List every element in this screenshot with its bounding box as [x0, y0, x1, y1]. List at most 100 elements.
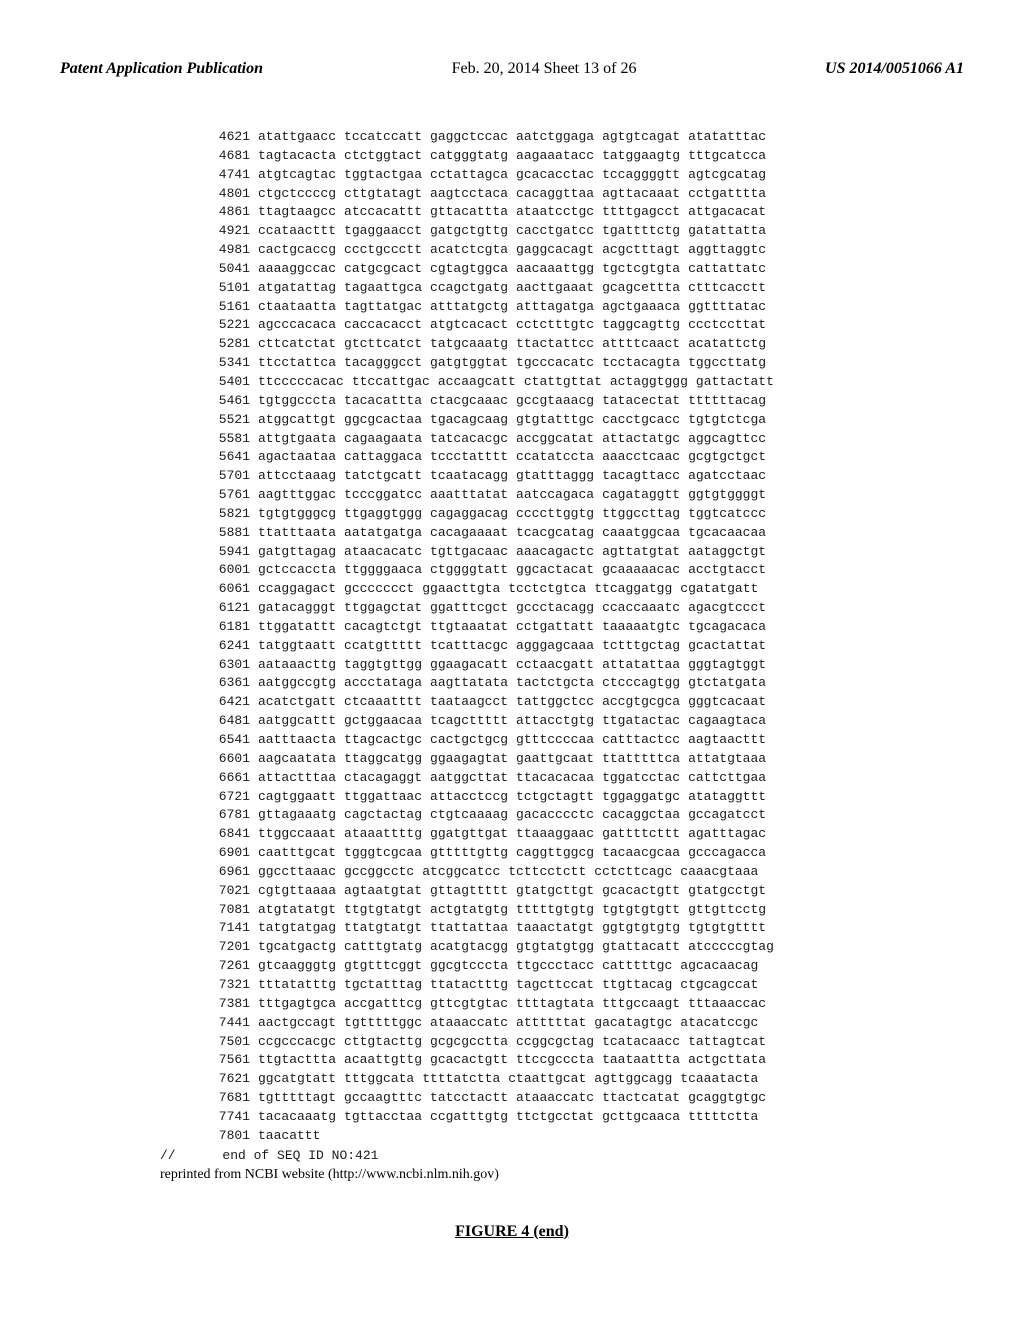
seq-position: 7081 [200, 901, 250, 920]
seq-position: 5161 [200, 298, 250, 317]
sequence-line: 6121gatacagggtttggagctatggatttcgctgcccta… [200, 599, 974, 618]
seq-position: 7501 [200, 1033, 250, 1052]
sequence-line: 5581attgtgaatacagaagaatatatcacacgcaccggc… [200, 430, 974, 449]
sequence-line: 5161ctaataattatagttatgacatttatgctgatttag… [200, 298, 974, 317]
seq-bases: tttgagtgcaaccgatttcggttcgtgtacttttagtata… [258, 995, 774, 1014]
sequence-line: 5761aagtttggactcccggatccaaatttatataatcca… [200, 486, 974, 505]
sequence-line: 7261 gtcaagggtggtgtttcggtggcgtccctattgccc… [200, 957, 974, 976]
seq-position: 6421 [200, 693, 250, 712]
sequence-line: 7141tatgtatgagttatgtatgtttattattaataaact… [200, 919, 974, 938]
sequence-line: 5641 agactaataacattaggacatccctattttccatat… [200, 448, 974, 467]
seq-bases: gtcaagggtggtgtttcggtggcgtccctattgccctacc… [258, 957, 766, 976]
seq-position: 7201 [200, 938, 250, 957]
sequence-line: 5041aaaaggccaccatgcgcactcgtagtggcaaacaaa… [200, 260, 974, 279]
figure-label: FIGURE 4 (end) [50, 1223, 974, 1241]
sequence-line: 7321tttatatttgtgctatttagttatactttgtagctt… [200, 976, 974, 995]
sequence-line: 7201tgcatgactgcatttgtatgacatgtacgggtgtat… [200, 938, 974, 957]
seq-position: 7741 [200, 1108, 250, 1127]
seq-position: 6541 [200, 731, 250, 750]
seq-bases: tgtgtgggcgttgaggtgggcagaggacagccccttggtg… [258, 505, 774, 524]
sequence-line: 7441aactgccagttgtttttggcataaaccatcattttt… [200, 1014, 974, 1033]
sequence-line: 7801 taacattt [200, 1127, 974, 1146]
seq-bases: gttagaaatgcagctactagctgtcaaaaggacacccctc… [258, 806, 774, 825]
seq-bases: agactaataacattaggacatccctattttccatatccta… [258, 448, 774, 467]
seq-bases: ggccttaaacgccggcctcatcggcatcctcttcctcttc… [258, 863, 766, 882]
sequence-line: 5701attcctaaagtatctgcatttcaatacagggtattt… [200, 467, 974, 486]
seq-position: 7141 [200, 919, 250, 938]
sequence-line: 6061ccaggagactgccccccctggaacttgtatcctctg… [200, 580, 974, 599]
sequence-line: 4741atgtcagtactggtactgaacctattagcagcacac… [200, 166, 974, 185]
sequence-line: 6661attactttaactacagaggtaatggcttatttacac… [200, 769, 974, 788]
sequence-line: 6421 acatctgattctcaaatttttaataagccttattgg… [200, 693, 974, 712]
seq-position: 6181 [200, 618, 250, 637]
seq-bases: tgtttttagtgccaagtttctatcctacttataaaccatc… [258, 1089, 774, 1108]
seq-position: 6301 [200, 656, 250, 675]
seq-bases: cactgcaccgccctgcccttacatctcgtagaggcacagt… [258, 241, 774, 260]
seq-bases: atggcattgtggcgcactaatgacagcaaggtgtatttgc… [258, 411, 774, 430]
seq-bases: tgtggccctatacacatttactacgcaaacgccgtaaacg… [258, 392, 774, 411]
seq-position: 4981 [200, 241, 250, 260]
sequence-line: 6001gctccacctattggggaacactggggtattggcact… [200, 561, 974, 580]
seq-position: 5641 [200, 448, 250, 467]
seq-position: 5401 [200, 373, 250, 392]
seq-position: 5461 [200, 392, 250, 411]
sequence-line: 7681tgtttttagtgccaagtttctatcctacttataaac… [200, 1089, 974, 1108]
seq-bases: aatttaactattagcactgccactgctgcggtttccccaa… [258, 731, 774, 750]
sequence-line: 5821 tgtgtgggcgttgaggtgggcagaggacagcccctt… [200, 505, 974, 524]
seq-position: 4741 [200, 166, 250, 185]
sequence-line: 5341ttcctattcatacagggcctgatgtggtattgccca… [200, 354, 974, 373]
seq-bases: aatggcatttgctggaacaatcagctttttattacctgtg… [258, 712, 774, 731]
sequence-line: 4621atattgaacctccatccattgaggctccacaatctg… [200, 128, 974, 147]
seq-position: 7801 [200, 1127, 250, 1146]
seq-position: 6241 [200, 637, 250, 656]
seq-bases: atgtatatgtttgtgtatgtactgtatgtgtttttgtgtg… [258, 901, 774, 920]
header-right: US 2014/0051066 A1 [825, 60, 964, 78]
seq-bases: ctgctccccgcttgtatagtaagtcctacacacaggttaa… [258, 185, 774, 204]
seq-position: 7441 [200, 1014, 250, 1033]
seq-bases: ttggatatttcacagtctgtttgtaaatatcctgattatt… [258, 618, 774, 637]
seq-position: 7561 [200, 1051, 250, 1070]
sequence-line: 5221agcccacacacaccacacctatgtcacactcctctt… [200, 316, 974, 335]
sequence-line: 6241tatggtaattccatgttttttcatttacgcagggag… [200, 637, 974, 656]
seq-position: 4921 [200, 222, 250, 241]
seq-bases: aataaacttgtaggtgttggggaagacattcctaacgatt… [258, 656, 774, 675]
seq-position: 5101 [200, 279, 250, 298]
seq-position: 7261 [200, 957, 250, 976]
seq-bases: ccgcccacgccttgtacttggcgcgccttaccggcgctag… [258, 1033, 774, 1052]
seq-bases: acatctgattctcaaatttttaataagccttattggctcc… [258, 693, 774, 712]
sequence-line: 6301 aataaacttgtaggtgttggggaagacattcctaac… [200, 656, 974, 675]
sequence-line: 4861ttagtaagccatccacatttgttacatttaataatc… [200, 203, 974, 222]
seq-position: 6961 [200, 863, 250, 882]
sequence-line: 5941 gatgttagagataacacatctgttgacaacaaacag… [200, 543, 974, 562]
seq-bases: aagtttggactcccggatccaaatttatataatccagaca… [258, 486, 774, 505]
seq-position: 5941 [200, 543, 250, 562]
sequence-line: 7741tacacaaatgtgttacctaaccgatttgtgttctgc… [200, 1108, 974, 1127]
sequence-line: 4921ccataacttttgaggaacctgatgctgttgcacctg… [200, 222, 974, 241]
seq-position: 5521 [200, 411, 250, 430]
seq-position: 5221 [200, 316, 250, 335]
seq-bases: aaaaggccaccatgcgcactcgtagtggcaaacaaattgg… [258, 260, 774, 279]
seq-bases: tttatatttgtgctatttagttatactttgtagcttccat… [258, 976, 766, 995]
seq-position: 5821 [200, 505, 250, 524]
sequence-line: 5101atgatattagtagaattgcaccagctgatgaacttg… [200, 279, 974, 298]
seq-bases: gatgttagagataacacatctgttgacaacaaacagactc… [258, 543, 774, 562]
sequence-line: 4801ctgctccccgcttgtatagtaagtcctacacacagg… [200, 185, 974, 204]
sequence-line: 6841ttggccaaatataaattttgggatgttgatttaaag… [200, 825, 974, 844]
seq-bases: taacattt [258, 1127, 328, 1146]
sequence-line: 6601aagcaatatattaggcatggggaagagtatgaattg… [200, 750, 974, 769]
header-left: Patent Application Publication [60, 60, 263, 78]
sequence-line: 6481 aatggcatttgctggaacaatcagctttttattacc… [200, 712, 974, 731]
seq-bases: attcctaaagtatctgcatttcaatacagggtatttaggg… [258, 467, 774, 486]
seq-position: 4861 [200, 203, 250, 222]
seq-bases: ttcctattcatacagggcctgatgtggtattgcccacatc… [258, 354, 774, 373]
sequence-line: 5461 tgtggccctatacacatttactacgcaaacgccgta… [200, 392, 974, 411]
patent-header: Patent Application Publication Feb. 20, … [50, 60, 974, 78]
seq-bases: caatttgcattgggtcgcaagtttttgttgcaggttggcg… [258, 844, 774, 863]
seq-position: 6361 [200, 674, 250, 693]
seq-position: 6481 [200, 712, 250, 731]
sequence-listing: 4621atattgaacctccatccattgaggctccacaatctg… [200, 128, 974, 1146]
sequence-line: 5401ttcccccacacttccattgacaccaagcattctatt… [200, 373, 974, 392]
seq-bases: ttgtactttaacaattgttggcacactgttttccgcccta… [258, 1051, 774, 1070]
seq-position: 4681 [200, 147, 250, 166]
sequence-line: 6961 ggccttaaacgccggcctcatcggcatcctcttcct… [200, 863, 974, 882]
